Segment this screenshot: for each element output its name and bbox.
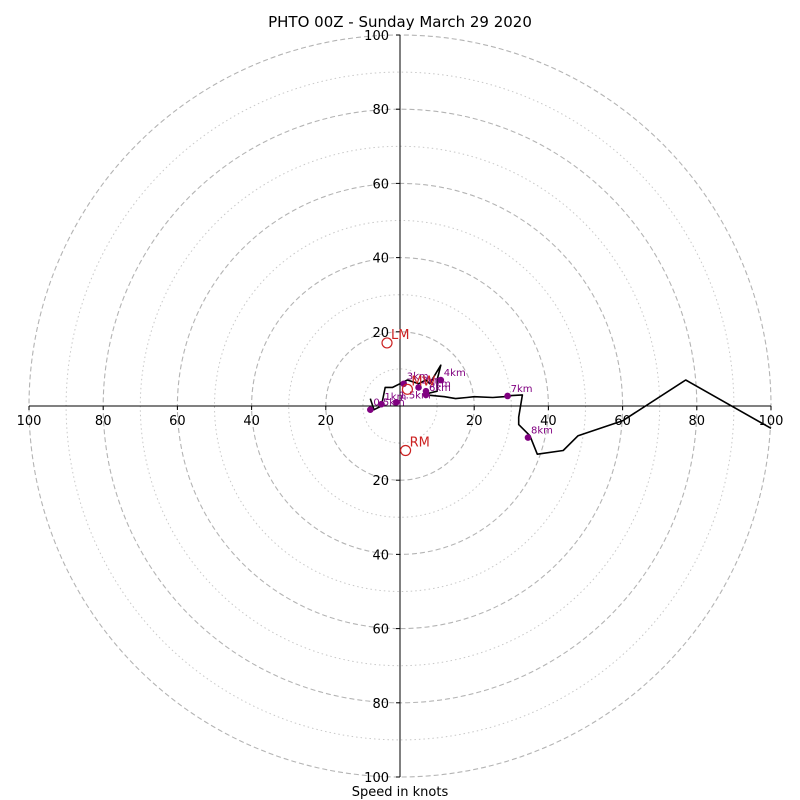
tick-labels: 100 80 60 40 20 20 40 60 80 100100806040202040608… <box>17 29 784 786</box>
y-tick-label: 60 <box>372 177 389 192</box>
height-marker-label: 1.5km <box>399 390 430 401</box>
height-marker-label: 4km <box>444 368 466 379</box>
height-marker-label: 5km <box>429 379 451 390</box>
height-marker-dot <box>367 406 374 414</box>
storm-motion-label: MW <box>411 374 435 389</box>
storm-motion-circle <box>401 383 414 395</box>
x-tick-label: 100 <box>17 414 42 429</box>
height-marker-dot <box>392 398 400 406</box>
x-tick-label: 80 <box>689 414 706 429</box>
y-tick-label: 40 <box>372 252 389 267</box>
height-marker-dot <box>415 384 422 391</box>
height-marker-dot <box>437 376 445 384</box>
y-tick-label: 80 <box>372 697 389 712</box>
height-marker-label: 7km <box>511 384 533 395</box>
storm-motion-label: LM <box>391 328 409 343</box>
y-tick-label: 100 <box>364 771 389 786</box>
y-tick-label: 20 <box>372 326 389 341</box>
height-marker-label: 6km <box>429 383 451 394</box>
storm-motion-circle <box>381 337 393 349</box>
height-marker-dot <box>422 391 430 399</box>
chart-title: PHTO 00Z - Sunday March 29 2020 <box>268 13 532 31</box>
storm-motion-circle <box>399 444 412 457</box>
axes <box>29 35 771 777</box>
height-marker-label: 2km <box>422 375 444 386</box>
y-tick-label: 20 <box>372 474 389 489</box>
height-marker-label: 1km <box>384 392 406 403</box>
height-marker-label: 3km <box>407 372 429 383</box>
y-tick-label: 80 <box>372 103 389 118</box>
x-tick-label: 100 <box>759 414 784 429</box>
x-tick-label: 40 <box>540 414 557 429</box>
storm-motion-label: RM <box>410 436 430 451</box>
y-tick-label: 100 <box>364 29 389 44</box>
x-tick-label: 20 <box>318 414 335 429</box>
x-tick-label: 80 <box>95 414 112 429</box>
x-axis-title: Speed in knots <box>352 785 449 800</box>
y-tick-label: 40 <box>372 548 389 563</box>
y-tick-label: 60 <box>372 623 389 638</box>
storm-motion-markers: LM RM MW <box>381 328 436 457</box>
x-tick-label: 40 <box>243 414 260 429</box>
x-tick-label: 20 <box>466 414 483 429</box>
height-marker-dot <box>504 392 511 400</box>
height-marker-label: 0.5km <box>373 398 404 409</box>
height-marker-dot <box>378 400 385 408</box>
height-marker-dot <box>524 434 532 441</box>
height-marker-label: 8km <box>531 426 553 437</box>
x-tick-label: 60 <box>169 414 186 429</box>
